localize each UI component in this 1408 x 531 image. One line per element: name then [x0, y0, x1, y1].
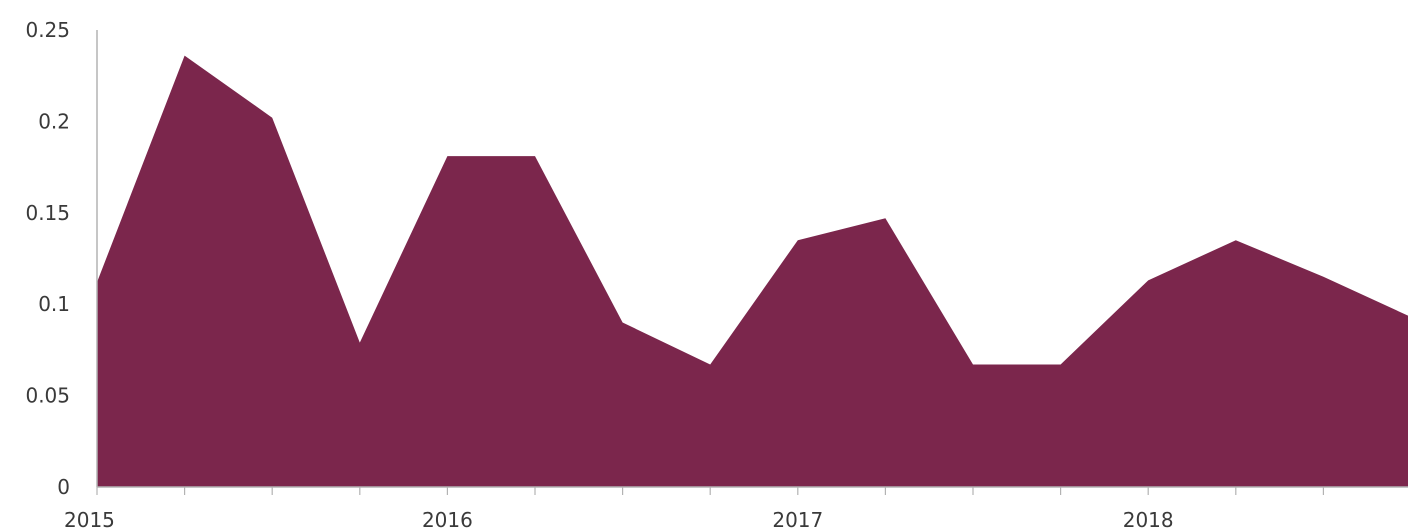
x-tick-label: 2016 [422, 508, 473, 531]
x-axis-ticks: 2015 2016 2017 2018 [64, 487, 1325, 531]
x-tick-label: 2015 [64, 508, 115, 531]
y-tick-label: 0.15 [25, 201, 70, 225]
x-tick-label: 2017 [772, 508, 823, 531]
y-axis-ticks: 0 0.05 0.1 0.15 0.2 0.25 [25, 18, 70, 499]
y-tick-label: 0.05 [25, 384, 70, 408]
x-tick-label: 2018 [1123, 508, 1174, 531]
y-tick-label: 0.1 [38, 292, 70, 316]
y-tick-label: 0 [57, 475, 70, 499]
y-tick-label: 0.25 [25, 18, 70, 42]
y-tick-label: 0.2 [38, 109, 70, 133]
series-area [97, 55, 1408, 487]
